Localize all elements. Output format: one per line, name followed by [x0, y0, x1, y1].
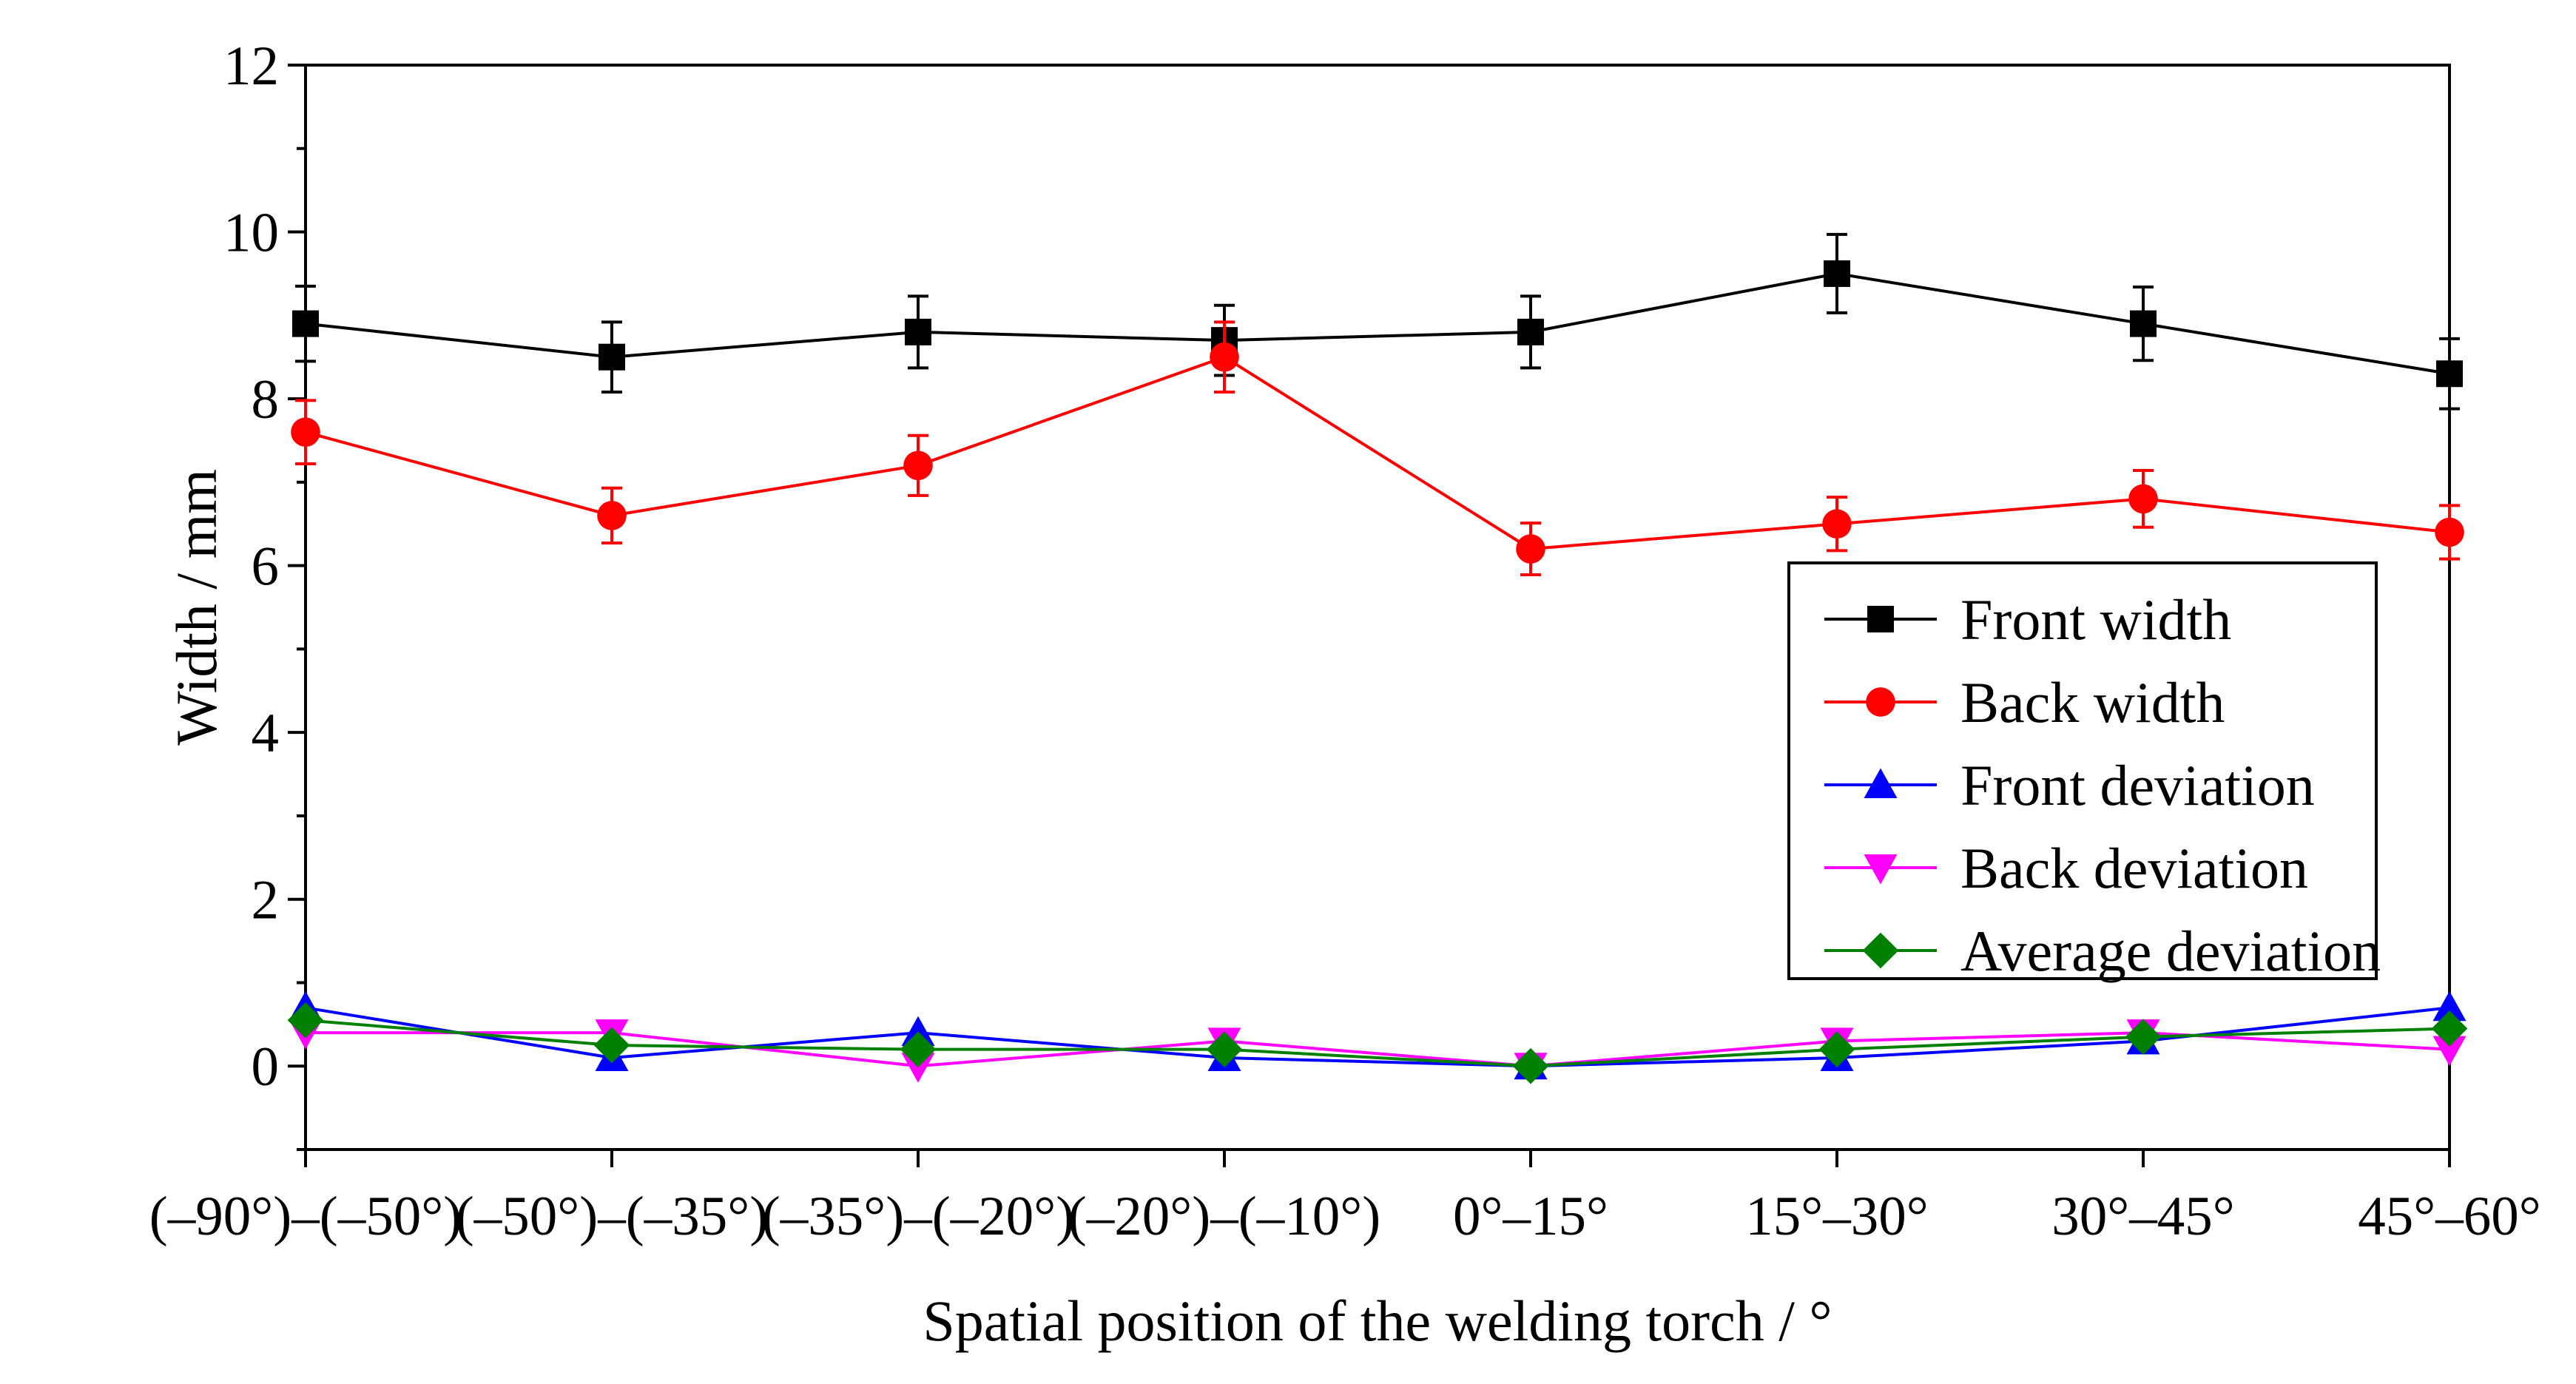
data-point: [2436, 360, 2463, 388]
series-average-deviation: [287, 1002, 2468, 1084]
y-tick-label: 6: [252, 536, 280, 598]
data-point: [599, 343, 625, 371]
data-point: [2435, 517, 2464, 547]
x-tick-label: (–20°)–(–10°): [1068, 1186, 1380, 1247]
legend-label: Front width: [1960, 587, 2231, 652]
data-point: [900, 1031, 937, 1067]
y-tick-label: 8: [252, 369, 280, 431]
data-point: [2432, 990, 2467, 1022]
x-tick-label: (–90°)–(–50°): [149, 1186, 462, 1247]
legend-marker: [1864, 768, 1898, 798]
series-layer: [287, 232, 2468, 1084]
y-tick-label: 12: [223, 36, 279, 97]
y-tick-label: 4: [252, 703, 280, 764]
legend-label: Back deviation: [1960, 836, 2308, 900]
legend-marker: [1864, 854, 1898, 885]
series-back-width: [291, 320, 2464, 577]
legend-item: Average deviation: [1824, 919, 2381, 983]
x-axis-title: Spatial position of the welding torch / …: [923, 1289, 1832, 1353]
y-tick-label: 2: [252, 870, 280, 931]
series-line: [305, 271, 2450, 376]
data-point: [593, 1027, 630, 1064]
series-line: [305, 1019, 2450, 1068]
legend: Front width Back width Front deviation Back…: [1787, 561, 2381, 983]
data-point: [1210, 342, 1239, 372]
series-line: [306, 1031, 2450, 1068]
legend-label: Front deviation: [1960, 753, 2315, 817]
data-point: [2431, 1010, 2468, 1047]
data-point: [2128, 484, 2158, 514]
data-point: [597, 501, 627, 530]
data-point: [901, 1016, 935, 1047]
data-point: [292, 310, 319, 337]
series-front-width: [292, 232, 2463, 411]
legend-item: Back deviation: [1824, 836, 2308, 900]
data-point: [1206, 1031, 1243, 1067]
data-point: [291, 417, 320, 447]
data-point: [1822, 509, 1852, 539]
series-line: [305, 355, 2450, 551]
legend-item: Back width: [1824, 670, 2225, 735]
legend-marker: [1866, 687, 1895, 717]
data-point: [1512, 1047, 1549, 1084]
data-point: [905, 318, 931, 345]
legend-marker: [1862, 932, 1899, 969]
x-tick-label: 30°–45°: [2051, 1186, 2235, 1247]
data-point: [1824, 260, 1850, 287]
y-axis-title: Width / mm: [164, 469, 229, 746]
legend-label: Back width: [1960, 670, 2225, 735]
axes-layer: 0 2 4 6 8 10 12 (–90°)–(–50°)(–50°)–(–35°)(–35°…: [149, 36, 2541, 1247]
series-line: [305, 1006, 2450, 1068]
data-point: [2130, 310, 2157, 337]
plot-frame: [304, 64, 2451, 1151]
x-tick-label: (–50°)–(–35°): [456, 1186, 768, 1247]
x-tick-label: 45°–60°: [2358, 1186, 2541, 1247]
legend-item: Front width: [1824, 587, 2231, 652]
x-tick-label: (–35°)–(–20°): [762, 1186, 1074, 1247]
data-point: [2125, 1019, 2162, 1056]
legend-label: Average deviation: [1960, 919, 2381, 983]
data-point: [1517, 318, 1544, 345]
y-tick-label: 10: [223, 203, 279, 264]
data-point: [1516, 534, 1545, 564]
data-point: [903, 450, 933, 481]
data-point: [901, 1053, 935, 1083]
legend-item: Front deviation: [1824, 753, 2315, 817]
data-point: [287, 1002, 324, 1039]
y-tick-label: 0: [252, 1036, 280, 1098]
data-point: [1818, 1031, 1855, 1067]
x-tick-label: 0°–15°: [1453, 1186, 1608, 1247]
x-tick-label: 15°–30°: [1745, 1186, 1929, 1247]
legend-marker: [1867, 606, 1894, 632]
data-point: [2432, 1036, 2467, 1067]
